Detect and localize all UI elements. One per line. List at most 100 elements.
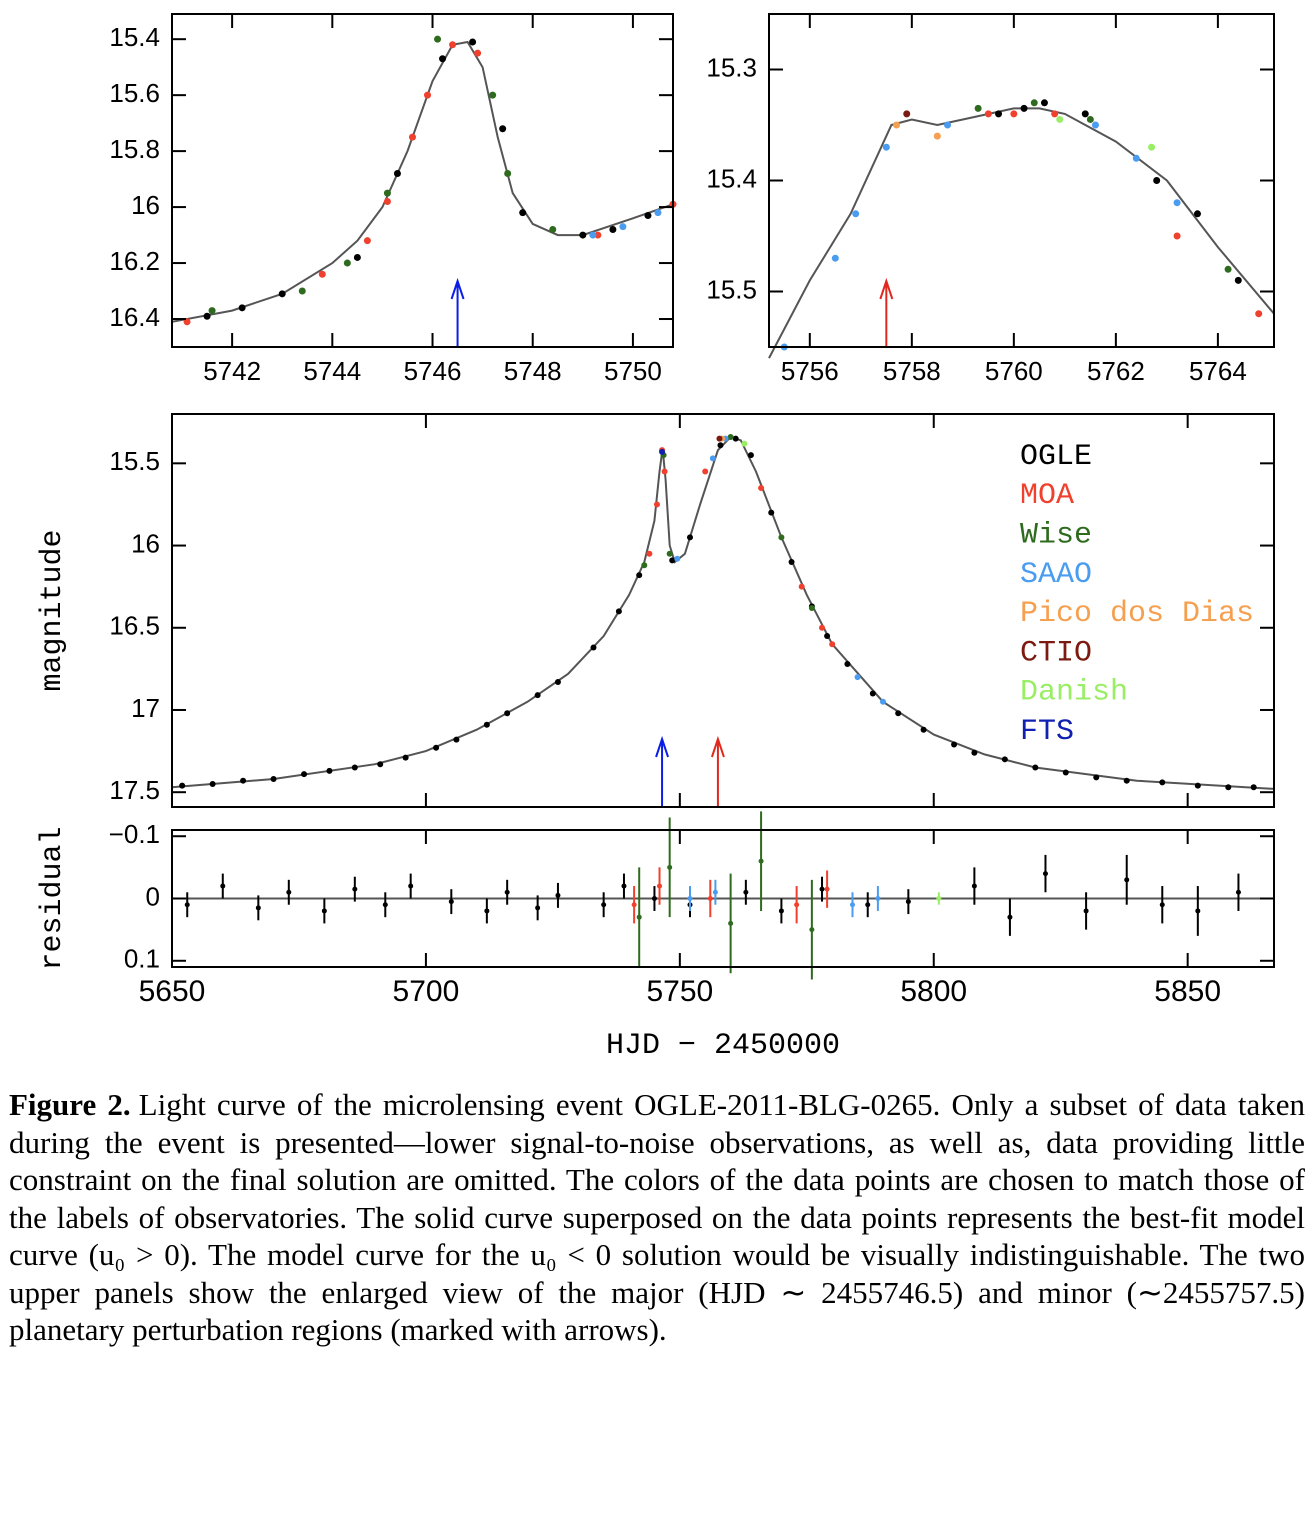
x-tick-label: 5750 xyxy=(604,356,662,386)
data-point xyxy=(220,883,226,889)
data-point xyxy=(758,858,764,864)
data-point xyxy=(1051,110,1059,118)
data-point xyxy=(1081,110,1089,118)
data-point xyxy=(609,225,617,233)
data-point xyxy=(555,892,561,898)
data-point xyxy=(1132,154,1140,162)
data-point xyxy=(879,698,886,705)
data-point xyxy=(995,110,1003,118)
legend-entry: Wise xyxy=(1020,519,1092,553)
data-point xyxy=(819,886,825,892)
data-point xyxy=(326,767,333,774)
plot-frame xyxy=(171,413,1275,808)
data-point xyxy=(402,754,409,761)
y-tick-label: 15.4 xyxy=(109,22,160,52)
y-tick-label: 17.5 xyxy=(109,775,160,805)
data-point xyxy=(352,886,358,892)
data-point xyxy=(255,905,261,911)
data-point xyxy=(1123,777,1130,784)
data-point xyxy=(499,125,507,133)
data-point xyxy=(238,304,246,312)
data-point xyxy=(504,170,512,178)
x-tick-label: 5742 xyxy=(203,356,261,386)
data-point xyxy=(1195,908,1201,914)
data-point xyxy=(905,899,911,905)
data-point xyxy=(778,908,784,914)
data-point xyxy=(741,440,748,447)
data-point xyxy=(702,468,709,475)
data-point xyxy=(1193,210,1201,218)
data-point xyxy=(661,468,668,475)
y-tick-label: 15.3 xyxy=(706,52,757,82)
data-point xyxy=(601,902,607,908)
data-point xyxy=(636,914,642,920)
data-point xyxy=(1020,104,1028,112)
data-point xyxy=(1159,902,1165,908)
data-point xyxy=(1148,143,1156,151)
data-point xyxy=(504,710,511,717)
data-point xyxy=(1086,115,1094,123)
data-point xyxy=(971,749,978,756)
data-point xyxy=(865,902,871,908)
data-point xyxy=(1032,764,1039,771)
data-point xyxy=(483,721,490,728)
data-point xyxy=(732,435,739,442)
data-point xyxy=(1030,99,1038,107)
data-point xyxy=(318,270,326,278)
data-point xyxy=(1173,232,1181,240)
data-point xyxy=(686,534,693,541)
x-tick-label: 5746 xyxy=(404,356,462,386)
x-tick-label: 5700 xyxy=(393,975,460,1008)
data-point xyxy=(651,896,657,901)
arrow xyxy=(450,277,465,347)
data-point xyxy=(408,133,416,141)
data-point xyxy=(798,583,805,590)
data-point xyxy=(920,726,927,733)
data-point xyxy=(893,121,901,129)
data-point xyxy=(933,132,941,140)
data-point xyxy=(209,780,216,787)
data-point xyxy=(383,189,391,197)
data-point xyxy=(646,550,653,557)
data-point xyxy=(301,771,308,778)
data-point xyxy=(321,908,327,914)
x-tick-label: 5764 xyxy=(1189,356,1247,386)
data-point xyxy=(1010,110,1018,118)
data-point xyxy=(1235,889,1241,895)
data-point xyxy=(1255,310,1263,318)
data-point xyxy=(519,209,527,217)
y-tick-label: 15.5 xyxy=(706,274,757,304)
model-curve xyxy=(171,40,674,323)
data-point xyxy=(549,225,557,233)
data-point xyxy=(353,253,361,261)
data-point xyxy=(377,761,384,768)
data-point xyxy=(240,777,247,784)
x-tick-label: 5744 xyxy=(303,356,361,386)
data-point xyxy=(951,741,958,748)
x-axis-label: HJD − 2450000 xyxy=(606,1029,840,1063)
data-point xyxy=(974,104,982,112)
x-tick-label: 5756 xyxy=(781,356,839,386)
data-point xyxy=(343,259,351,267)
caption-text: Light curve of the microlensing event OG… xyxy=(9,1087,1306,1347)
data-point xyxy=(203,312,211,320)
plot-frame xyxy=(171,13,674,348)
y-tick-label: 15.5 xyxy=(109,446,160,476)
data-point xyxy=(424,91,432,99)
data-point xyxy=(504,889,510,895)
data-point xyxy=(590,644,597,651)
data-point xyxy=(758,484,765,491)
data-point xyxy=(453,736,460,743)
data-point xyxy=(278,290,286,298)
data-point xyxy=(1153,177,1161,184)
data-point xyxy=(382,902,388,908)
legend-entry: SAAO xyxy=(1020,558,1092,592)
data-point xyxy=(882,143,890,151)
data-point xyxy=(298,287,306,295)
arrow xyxy=(655,735,670,807)
y-axis-label: residual xyxy=(36,826,70,970)
data-point xyxy=(589,231,597,239)
data-point xyxy=(286,889,292,895)
data-point xyxy=(669,557,676,564)
x-tick-label: 5750 xyxy=(646,975,713,1008)
